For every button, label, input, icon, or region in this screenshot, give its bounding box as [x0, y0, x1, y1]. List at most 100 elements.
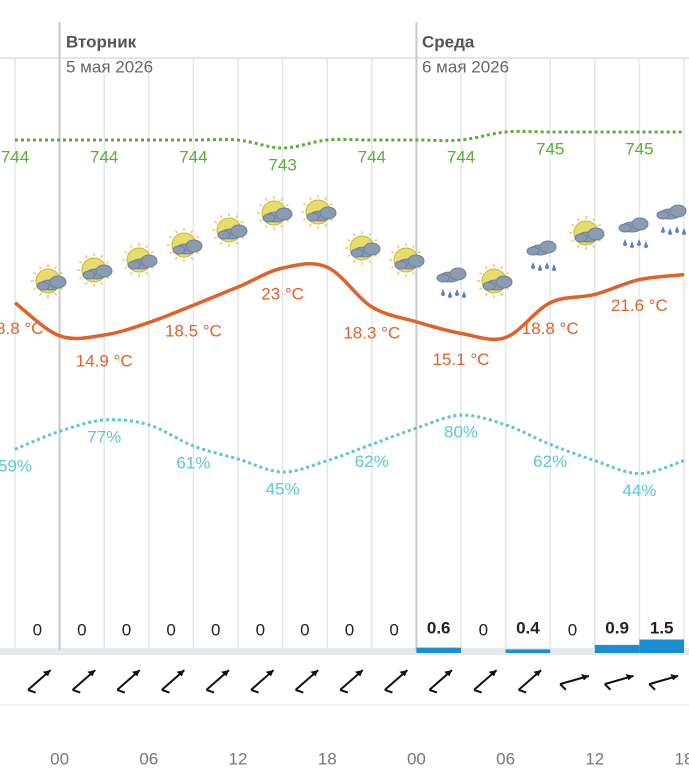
sun-ray [129, 271, 133, 276]
wind-arrow [339, 669, 364, 694]
wind-arrow [473, 669, 498, 694]
cloud [526, 246, 540, 256]
sun-ray [280, 197, 284, 202]
cloud [217, 230, 231, 240]
sun-ray [145, 244, 149, 249]
sun-ray [32, 287, 37, 291]
sun-ray [219, 241, 223, 246]
day-name: Среда [422, 32, 475, 51]
sun-ray [390, 250, 395, 254]
sun-ray [190, 256, 194, 261]
pressure-label: 743 [268, 155, 296, 174]
cloud [394, 260, 408, 270]
cloud [539, 240, 557, 254]
sun-ray [352, 259, 356, 264]
sun-ray [235, 214, 239, 219]
time-label: 12 [585, 749, 604, 768]
cloud [95, 264, 113, 278]
sun-ray [396, 244, 400, 249]
rain-drop [668, 228, 672, 235]
sun-ray [38, 265, 42, 270]
sun-cloud-icon [301, 195, 337, 229]
wind-barb [295, 688, 304, 694]
sun-ray [417, 250, 422, 254]
sun-ray [168, 251, 173, 255]
day-date: 5 мая 2026 [66, 57, 153, 76]
wind-head [581, 673, 589, 681]
sun-ray [100, 254, 104, 259]
sun-ray [412, 244, 416, 249]
cloud [587, 227, 605, 241]
wind-arrow [27, 669, 52, 694]
sun-ray [54, 292, 58, 297]
sun-ray [240, 220, 245, 224]
temperature-label: 18.3 °C [343, 323, 400, 342]
rain-drop [455, 289, 459, 296]
wind-head [221, 670, 229, 677]
sun-ray [570, 223, 575, 227]
cloud [82, 270, 96, 280]
sun-ray [500, 292, 504, 297]
sun-ray [100, 281, 104, 286]
rain-drop [441, 289, 445, 296]
sun-cloud-icon [389, 243, 425, 277]
cloud [574, 233, 588, 243]
wind-arrow [71, 669, 96, 694]
sun-ray [258, 203, 263, 207]
sun-ray [570, 239, 575, 243]
wind-arrow [559, 673, 590, 691]
wind-barb [603, 683, 612, 691]
time-label: 18 [318, 749, 337, 768]
temperature-line [13, 261, 685, 342]
wind-barb [339, 688, 349, 694]
humidity-label: 59% [0, 457, 32, 476]
sun-ray [190, 229, 194, 234]
rain-drop [630, 241, 634, 248]
pressure-label: 745 [536, 139, 564, 158]
sun-ray [373, 254, 378, 258]
sun-ray [597, 223, 602, 227]
humidity-label: 80% [444, 423, 478, 442]
sun-ray [592, 217, 596, 222]
wind-head [131, 670, 140, 677]
precip-label: 0 [568, 620, 577, 639]
humidity-label: 45% [266, 479, 300, 498]
wind-barb [72, 688, 81, 694]
cloud [172, 245, 186, 255]
pressure-label: 744 [1, 147, 29, 166]
sun-ray [123, 266, 128, 270]
rain-drop [531, 262, 535, 269]
rain-drop [675, 226, 679, 233]
sun-ray [324, 196, 328, 201]
precip-label: 0 [166, 620, 175, 639]
sun-ray [346, 238, 351, 242]
cloud [140, 254, 158, 268]
sun-cloud-icon [31, 264, 67, 298]
sun-ray [576, 217, 580, 222]
rain-drop [462, 291, 466, 298]
wind-barb [116, 688, 126, 694]
sun-ray [478, 287, 483, 291]
sun-ray [368, 259, 372, 264]
cloud [319, 206, 337, 220]
sun-ray [280, 224, 284, 229]
wind-arrow [603, 673, 634, 691]
sun-ray [105, 276, 110, 280]
sun-cloud-icon [477, 264, 513, 298]
precip-bar [416, 647, 461, 653]
wind-head [42, 670, 51, 677]
wind-arrow [294, 669, 319, 694]
wind-arrow [250, 669, 275, 694]
temperature-label: 18.5 °C [165, 322, 222, 341]
wind-barb [559, 683, 567, 691]
cloud [669, 204, 687, 218]
sun-ray [484, 292, 488, 297]
sun-ray [576, 244, 580, 249]
sun-ray [264, 224, 268, 229]
precip-label: 0 [300, 620, 309, 639]
wind-head [176, 670, 185, 677]
humidity-label: 62% [533, 452, 567, 471]
pressure-label: 744 [358, 147, 386, 166]
rain-icon [618, 217, 649, 248]
sun-ray [597, 239, 602, 243]
